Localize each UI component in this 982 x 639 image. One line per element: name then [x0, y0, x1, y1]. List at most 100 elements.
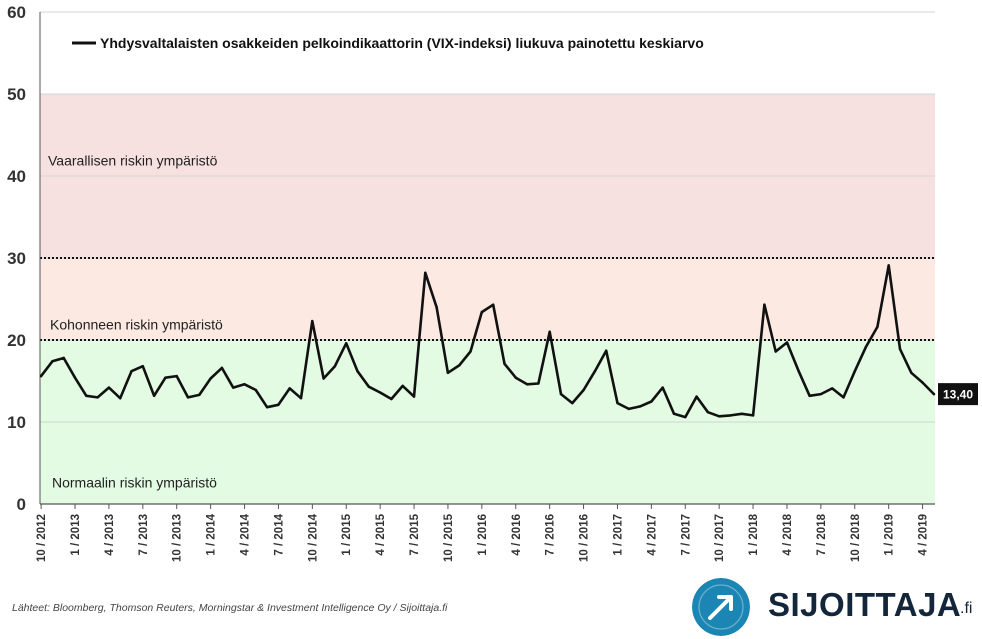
- data-point-8: [130, 370, 133, 373]
- data-point-23: [299, 397, 303, 400]
- data-point-79: [932, 392, 936, 396]
- data-point-28: [356, 370, 359, 373]
- data-point-57: [684, 415, 687, 419]
- data-point-36: [446, 371, 450, 374]
- y-tick-label-2: 20: [7, 331, 26, 350]
- data-point-49: [593, 370, 597, 373]
- data-point-12: [175, 374, 178, 378]
- data-point-72: [853, 370, 856, 373]
- data-point-19: [254, 388, 257, 392]
- data-point-35: [435, 306, 438, 309]
- data-point-37: [458, 364, 461, 367]
- data-point-39: [480, 310, 483, 314]
- x-tick-label-8: 10 / 2014: [307, 513, 319, 562]
- zone-label-1: Kohonneen riskin ympäristö: [50, 316, 223, 332]
- data-point-27: [345, 342, 348, 345]
- data-point-78: [921, 381, 924, 384]
- zone-label-2: Vaarallisen riskin ympäristö: [48, 152, 218, 168]
- data-point-18: [243, 383, 246, 386]
- data-point-51: [616, 401, 619, 405]
- data-point-71: [842, 396, 845, 399]
- y-tick-label-3: 30: [7, 249, 26, 268]
- data-point-31: [390, 397, 393, 401]
- data-point-40: [492, 303, 495, 306]
- data-point-25: [322, 377, 325, 380]
- x-tick-label-2: 4 / 2013: [104, 514, 116, 556]
- data-point-55: [661, 386, 664, 389]
- data-point-76: [898, 347, 902, 351]
- brand-suffix: .fi: [960, 600, 973, 617]
- x-tick-label-9: 1 / 2015: [341, 513, 353, 555]
- source-note: Lähteet: Bloomberg, Thomson Reuters, Mor…: [12, 602, 448, 614]
- x-tick-label-25: 1 / 2019: [884, 514, 896, 556]
- data-point-33: [412, 395, 416, 398]
- data-point-3: [73, 376, 77, 379]
- data-point-2: [62, 356, 65, 360]
- data-point-52: [627, 407, 630, 411]
- data-point-9: [141, 365, 144, 368]
- y-tick-label-0: 0: [17, 495, 26, 514]
- x-tick-label-11: 7 / 2015: [409, 513, 421, 555]
- x-tick-label-5: 1 / 2014: [206, 513, 218, 555]
- data-point-32: [401, 384, 404, 388]
- data-point-69: [819, 392, 823, 396]
- data-point-45: [548, 330, 551, 333]
- data-point-6: [107, 386, 111, 389]
- data-point-56: [672, 412, 676, 415]
- data-point-5: [96, 396, 99, 399]
- data-point-42: [514, 376, 517, 379]
- last-value-label: 13,40: [943, 388, 973, 402]
- x-tick-label-23: 7 / 2018: [816, 513, 828, 555]
- x-tick-label-24: 10 / 2018: [850, 513, 862, 562]
- data-point-29: [367, 385, 370, 388]
- data-point-11: [164, 376, 167, 379]
- x-tick-label-19: 7 / 2017: [680, 514, 692, 556]
- data-point-20: [265, 406, 269, 409]
- x-tick-label-3: 7 / 2013: [138, 514, 150, 556]
- data-point-48: [582, 388, 585, 392]
- x-tick-label-10: 4 / 2015: [375, 513, 387, 555]
- data-point-41: [503, 362, 506, 365]
- risk-zone-1: [40, 258, 935, 340]
- y-tick-label-5: 50: [7, 85, 26, 104]
- data-point-46: [559, 392, 563, 396]
- x-tick-label-20: 10 / 2017: [714, 514, 726, 562]
- data-point-1: [51, 360, 54, 363]
- data-point-13: [186, 396, 190, 399]
- y-tick-label-1: 10: [7, 413, 26, 432]
- data-point-24: [311, 319, 314, 323]
- x-tick-label-15: 7 / 2016: [545, 514, 557, 556]
- data-point-50: [605, 349, 608, 352]
- x-tick-label-21: 1 / 2018: [748, 513, 760, 555]
- x-tick-label-17: 1 / 2017: [612, 514, 624, 556]
- data-point-34: [424, 271, 427, 274]
- x-tick-label-22: 4 / 2018: [782, 513, 794, 555]
- data-point-47: [571, 401, 574, 405]
- data-point-7: [119, 397, 122, 400]
- arrow-up-right-icon: [692, 578, 750, 636]
- data-point-75: [887, 264, 890, 267]
- x-tick-label-14: 4 / 2016: [511, 514, 523, 556]
- data-point-16: [220, 366, 224, 370]
- data-point-4: [85, 394, 88, 397]
- x-tick-label-7: 7 / 2014: [273, 513, 285, 555]
- data-point-66: [785, 341, 789, 344]
- zone-label-0: Normaalin riskin ympäristö: [52, 475, 217, 491]
- data-point-10: [152, 394, 156, 397]
- x-tick-label-12: 10 / 2015: [443, 513, 455, 562]
- y-tick-label-6: 60: [7, 3, 26, 22]
- data-point-70: [831, 387, 834, 390]
- data-point-59: [706, 411, 710, 414]
- x-tick-label-13: 1 / 2016: [477, 514, 489, 556]
- y-tick-label-4: 40: [7, 167, 26, 186]
- x-tick-label-18: 4 / 2017: [646, 514, 658, 556]
- data-point-58: [695, 395, 698, 398]
- x-tick-label-26: 4 / 2019: [918, 514, 930, 556]
- data-point-43: [525, 383, 529, 386]
- last-value-badge: [938, 383, 978, 406]
- data-point-68: [808, 394, 811, 397]
- data-point-77: [910, 371, 913, 374]
- data-point-60: [718, 415, 721, 418]
- data-point-53: [638, 405, 642, 408]
